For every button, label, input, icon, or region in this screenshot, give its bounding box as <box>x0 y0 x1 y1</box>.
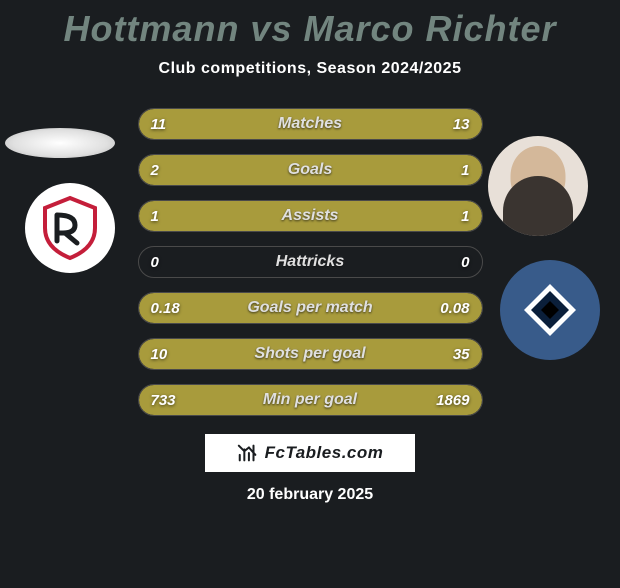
stat-row: 733Min per goal1869 <box>138 384 483 416</box>
comparison-title: Hottmann vs Marco Richter <box>0 8 620 50</box>
stat-label: Min per goal <box>199 391 422 409</box>
stat-value-left: 0 <box>139 254 199 271</box>
stat-label: Goals <box>199 161 422 179</box>
brand-footer[interactable]: FcTables.com <box>205 434 415 472</box>
stat-label: Hattricks <box>199 253 422 271</box>
stat-value-right: 1 <box>422 208 482 225</box>
stat-label: Matches <box>199 115 422 133</box>
stat-row: 0.18Goals per match0.08 <box>138 292 483 324</box>
stat-label: Shots per goal <box>199 345 422 363</box>
stat-label: Goals per match <box>199 299 422 317</box>
stat-row: 10Shots per goal35 <box>138 338 483 370</box>
stat-value-left: 1 <box>139 208 199 225</box>
stats-table: 11Matches132Goals11Assists10Hattricks00.… <box>138 108 483 416</box>
stat-label: Assists <box>199 207 422 225</box>
stat-value-right: 0.08 <box>422 300 482 317</box>
stat-row: 2Goals1 <box>138 154 483 186</box>
stat-row: 0Hattricks0 <box>138 246 483 278</box>
chart-icon <box>237 442 259 464</box>
stat-value-left: 2 <box>139 162 199 179</box>
player-right-avatar <box>488 136 588 236</box>
stat-value-left: 733 <box>139 392 199 409</box>
stat-value-right: 35 <box>422 346 482 363</box>
stat-value-right: 13 <box>422 116 482 133</box>
stat-row: 1Assists1 <box>138 200 483 232</box>
stat-value-right: 0 <box>422 254 482 271</box>
club-right-logo <box>500 260 600 360</box>
brand-text: FcTables.com <box>265 443 384 463</box>
stat-value-right: 1 <box>422 162 482 179</box>
season-subtitle: Club competitions, Season 2024/2025 <box>0 60 620 78</box>
stat-value-right: 1869 <box>422 392 482 409</box>
stat-row: 11Matches13 <box>138 108 483 140</box>
stat-value-left: 0.18 <box>139 300 199 317</box>
stat-value-left: 10 <box>139 346 199 363</box>
stat-value-left: 11 <box>139 116 199 133</box>
club-left-logo <box>25 183 115 273</box>
footer-date: 20 february 2025 <box>0 486 620 504</box>
player-left-avatar <box>5 128 115 158</box>
